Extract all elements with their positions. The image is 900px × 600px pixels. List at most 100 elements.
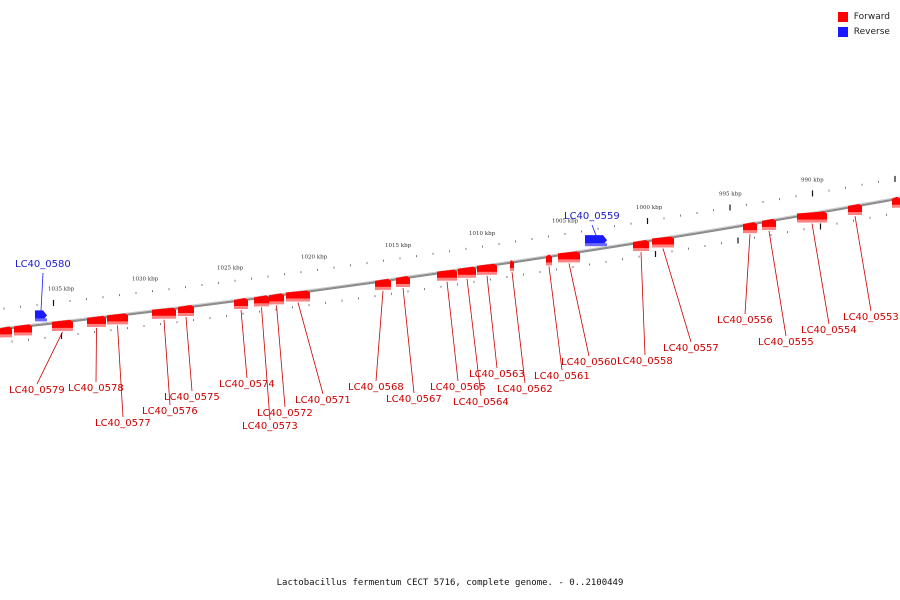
gene-lc40_0553[interactable]: LC40_0553	[843, 204, 899, 323]
gene-lc40_0555[interactable]: LC40_0555	[758, 218, 814, 348]
scale-label: 1030 kbp	[132, 276, 159, 282]
scale-label: 995 kbp	[719, 191, 742, 197]
leader-line	[36, 331, 63, 385]
gene-label: LC40_0557	[663, 343, 719, 354]
leader-line	[744, 234, 751, 315]
leader-line	[511, 272, 526, 384]
gene-label: LC40_0565	[430, 382, 486, 393]
leader-line	[261, 307, 271, 421]
gene-lc40_0556[interactable]: LC40_0556	[717, 222, 773, 326]
gene-shadow	[107, 321, 128, 325]
gene-partial	[14, 324, 32, 336]
leader-line	[466, 278, 482, 397]
gene-label: LC40_0571	[295, 395, 351, 406]
gene-label: LC40_0558	[617, 356, 673, 367]
leader-line	[117, 325, 124, 418]
gene-lc40_0560[interactable]: LC40_0560	[558, 251, 617, 368]
gene-lc40_0580[interactable]: LC40_0580	[15, 259, 71, 322]
gene-shadow	[762, 226, 776, 230]
gene-shadow	[396, 284, 410, 288]
inner-tick-marks	[11, 213, 887, 343]
gene-shadow	[437, 277, 457, 281]
gene-label: LC40_0564	[453, 397, 509, 408]
gene-shadow	[743, 230, 757, 234]
gene-shadow	[0, 334, 12, 338]
reverse-swatch	[837, 26, 848, 37]
gene-shadow	[52, 327, 73, 331]
gene-shadow	[254, 303, 269, 307]
leader-line	[768, 230, 787, 337]
gene-lc40_0565[interactable]: LC40_0565	[430, 269, 486, 393]
gene-shadow	[652, 244, 674, 248]
gene-shadow	[14, 332, 32, 336]
leader-line	[40, 272, 44, 311]
gene-shadow	[546, 262, 552, 266]
gene-lc40_0562[interactable]: LC40_0562	[497, 260, 553, 395]
scale-labels: 990 kbp 995 kbp 1000 kbp 1005 kbp 1010 kbp 10…	[48, 178, 824, 293]
leader-line	[276, 305, 286, 408]
gene-lc40_0564[interactable]: LC40_0564	[453, 266, 509, 408]
gene-arrow	[35, 310, 47, 321]
gene-shadow	[585, 243, 607, 247]
gene-lc40_0574[interactable]: LC40_0574	[219, 297, 275, 390]
gene-lc40_0557[interactable]: LC40_0557	[652, 236, 719, 354]
gene-shadow	[558, 259, 580, 263]
gene-shadow	[178, 313, 194, 317]
legend-forward-label: Forward	[853, 11, 890, 22]
leader-line	[446, 281, 459, 382]
gene-lc40_0567[interactable]: LC40_0567	[386, 276, 442, 405]
gene-label: LC40_0560	[561, 357, 617, 368]
gene-label: LC40_0555	[758, 337, 814, 348]
legend: Forward Reverse	[837, 9, 890, 39]
gene-lc40_0576[interactable]: LC40_0576	[142, 307, 198, 417]
gene-lc40_0563[interactable]: LC40_0563	[469, 263, 525, 380]
gene-shadow	[892, 204, 900, 208]
gene-lc40_0577[interactable]: LC40_0577	[95, 313, 151, 429]
legend-reverse-label: Reverse	[853, 26, 890, 37]
gene-label: LC40_0579	[9, 385, 65, 396]
gene-label: LC40_0567	[386, 394, 442, 405]
gene-label: LC40_0563	[469, 369, 525, 380]
gene-shadow	[797, 219, 827, 223]
outer-tick-marks	[3, 175, 896, 310]
gene-label: LC40_0572	[257, 408, 313, 419]
legend-reverse: Reverse	[837, 24, 890, 39]
gene-label: LC40_0568	[348, 382, 404, 393]
leader-line	[854, 215, 872, 312]
gene-lc40_0571[interactable]: LC40_0571	[286, 290, 351, 406]
gene-label: LC40_0561	[534, 371, 590, 382]
scale-label: 1005 kbp	[552, 218, 579, 224]
gene-lc40_0568[interactable]: LC40_0568	[348, 278, 404, 393]
gene-label: LC40_0574	[219, 379, 275, 390]
leader-line	[662, 248, 692, 343]
leader-line	[548, 266, 563, 371]
scale-label: 1000 kbp	[636, 205, 663, 211]
gene-label: LC40_0562	[497, 384, 553, 395]
gene-lc40_0573[interactable]: LC40_0573	[242, 295, 298, 432]
scale-label: 1035 kbp	[48, 286, 75, 292]
gene-lc40_0559[interactable]: LC40_0559	[564, 211, 620, 247]
gene-lc40_0554[interactable]: LC40_0554	[797, 211, 857, 336]
gene-lc40_0561[interactable]: LC40_0561	[534, 254, 590, 382]
gene-arrow	[585, 235, 607, 246]
gene-shadow	[152, 315, 176, 319]
scale-label: 990 kbp	[801, 178, 824, 184]
gene-lc40_0558[interactable]: LC40_0558	[617, 240, 673, 367]
scale-label: 1010 kbp	[469, 231, 496, 237]
gene-label: LC40_0573	[242, 421, 298, 432]
leader-line	[297, 302, 324, 395]
gene-label: LC40_0553	[843, 312, 899, 323]
gene-shadow	[458, 274, 476, 278]
gene-lc40_0579[interactable]: LC40_0579	[9, 319, 73, 396]
gene-lc40_0575[interactable]: LC40_0575	[164, 305, 220, 403]
gene-shadow	[87, 323, 106, 327]
gene-lc40_0572[interactable]: LC40_0572	[257, 293, 313, 419]
scale-label: 1020 kbp	[301, 255, 328, 261]
gene-shadow	[510, 268, 514, 272]
leader-line	[185, 316, 193, 392]
leader-line	[486, 275, 498, 369]
gene-lc40_0578[interactable]: LC40_0578	[68, 315, 124, 394]
gene-label: LC40_0559	[564, 211, 620, 222]
